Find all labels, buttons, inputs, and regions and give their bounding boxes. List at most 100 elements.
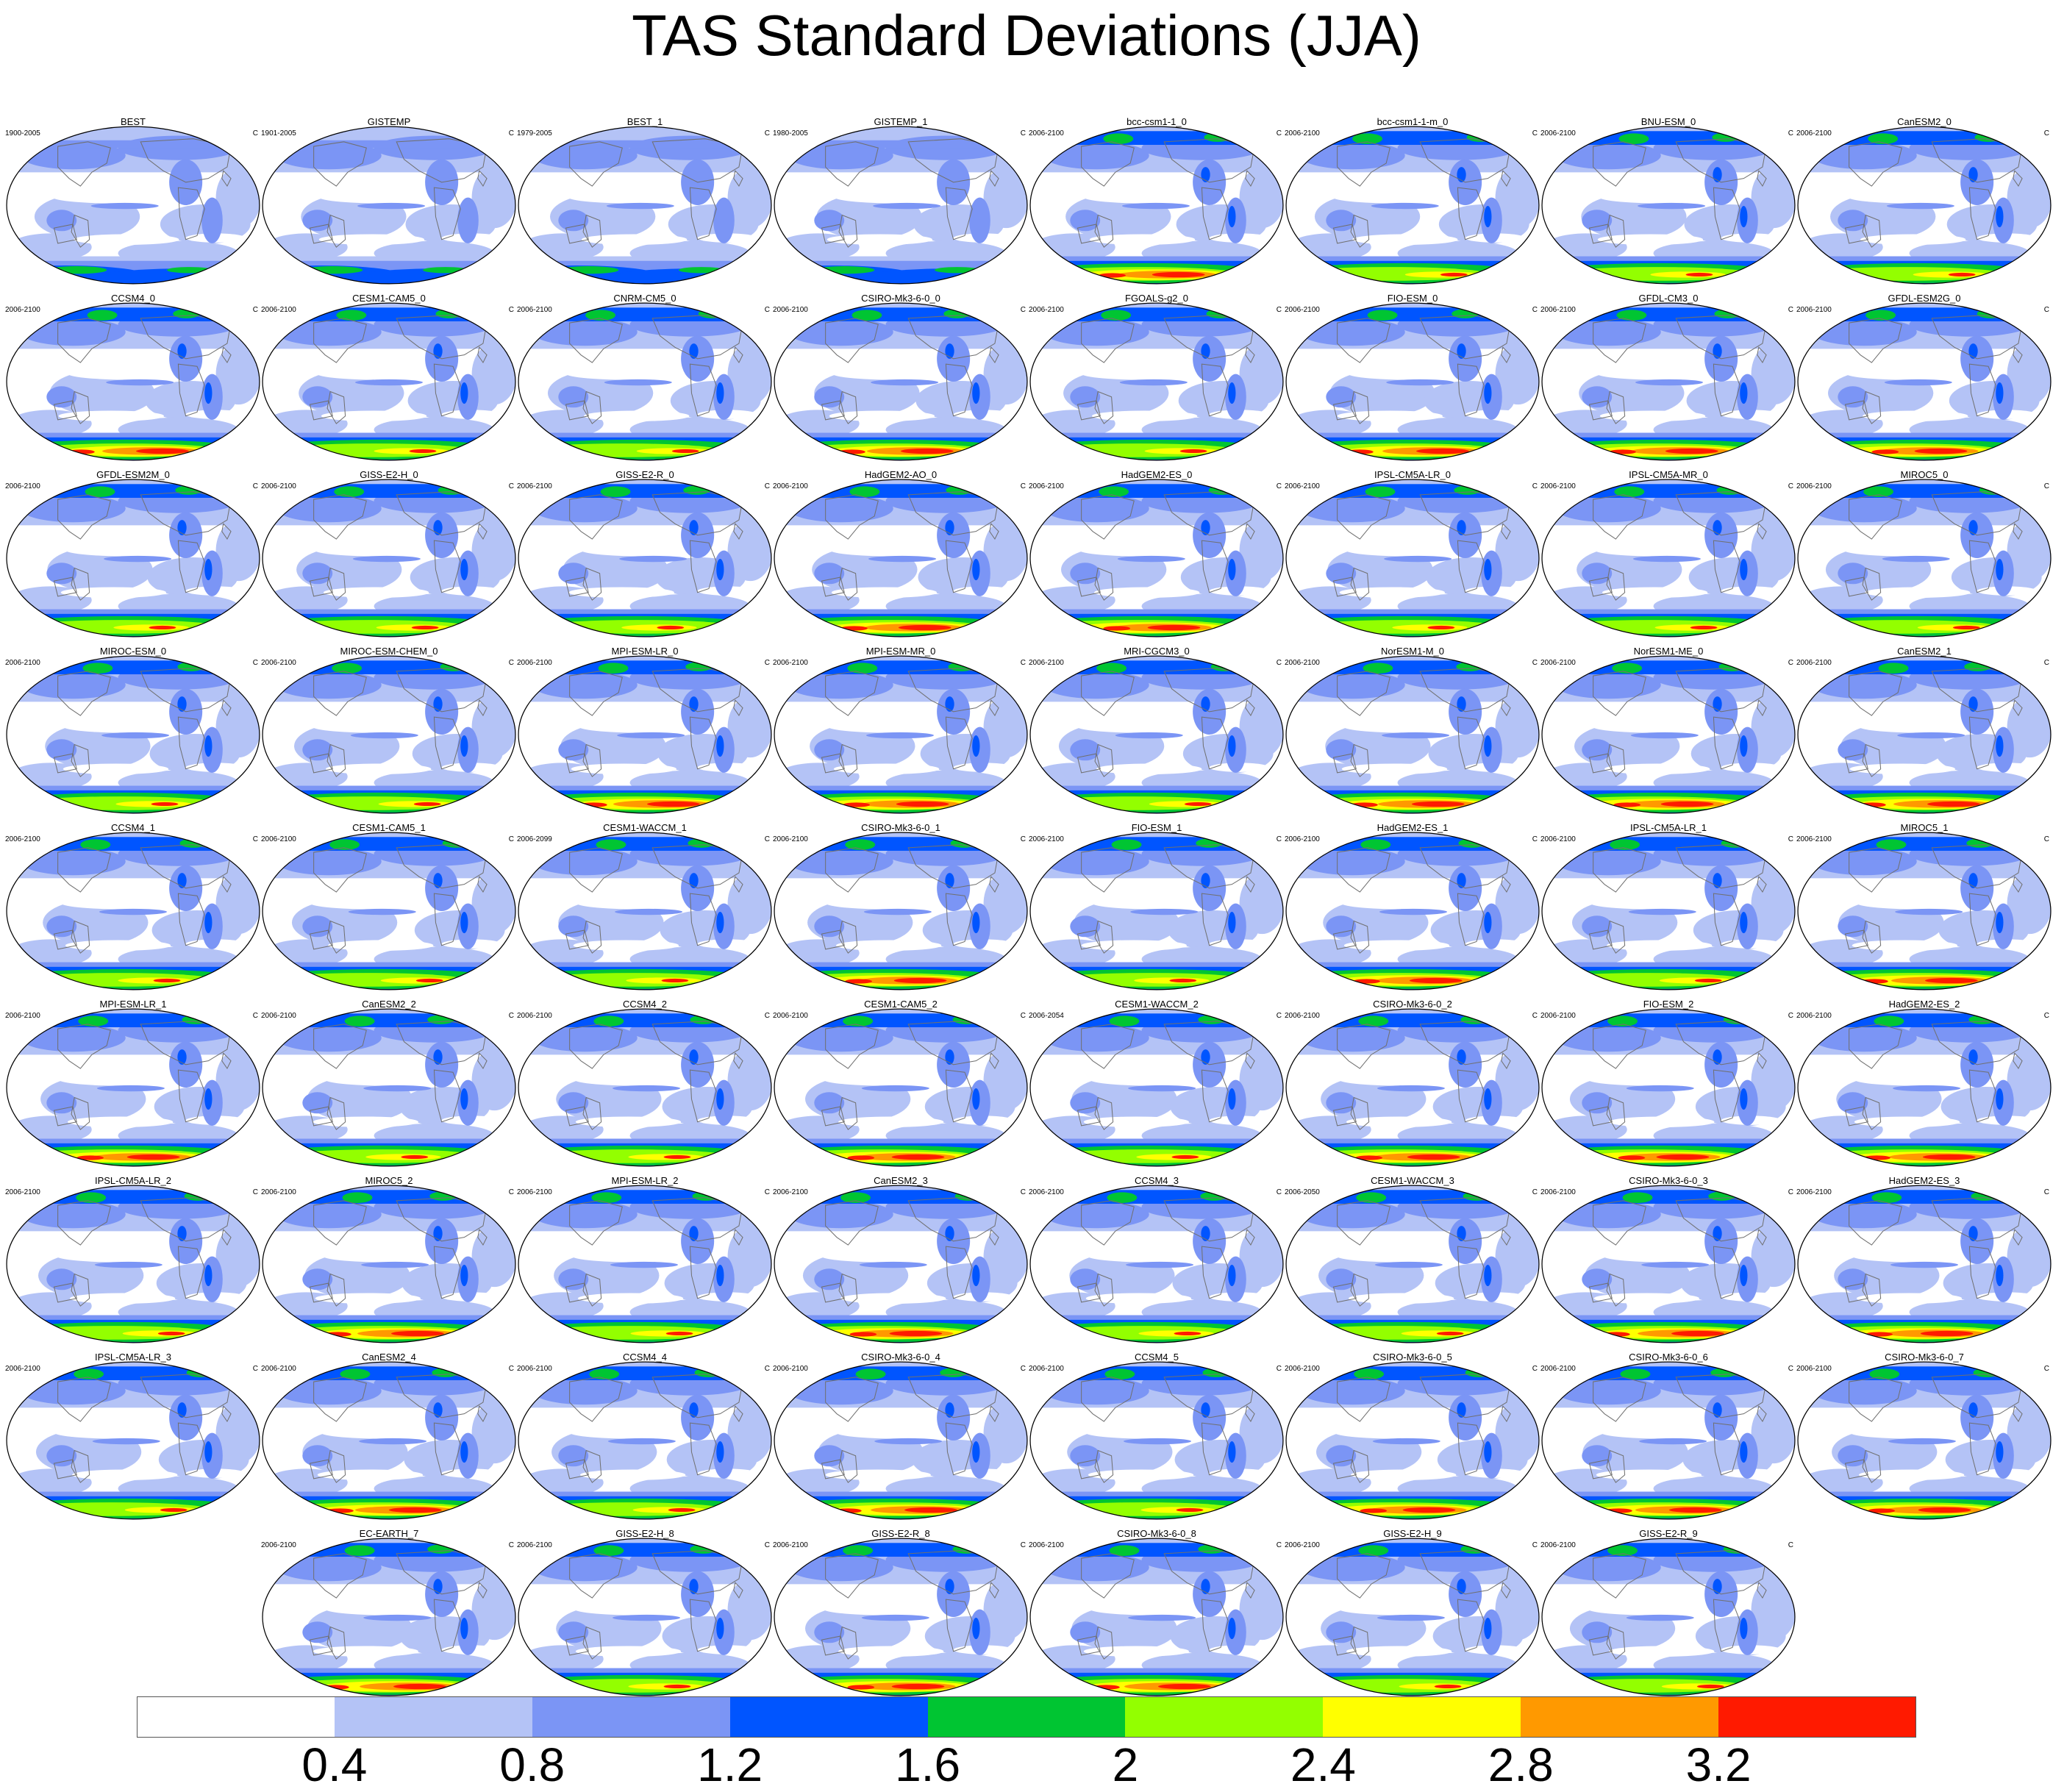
- variance-patch: [1201, 520, 1210, 535]
- continent-outline: [57, 1377, 111, 1422]
- continent-outline: [1593, 141, 1646, 187]
- continent-outline: [838, 743, 858, 777]
- continent-outline: [1337, 1377, 1390, 1422]
- continent-outline: [1332, 929, 1357, 950]
- map-border: [1029, 1538, 1284, 1696]
- continent-outline: [733, 1229, 743, 1246]
- antarctic-patch: [663, 1684, 691, 1689]
- variance-patch: [204, 1088, 213, 1110]
- continent-outline: [433, 1599, 461, 1652]
- low-variance-streak: [328, 940, 434, 951]
- continent-outline: [309, 1459, 333, 1479]
- world-map: [774, 655, 1028, 814]
- arctic-patch: [1721, 838, 1749, 848]
- continent-outline: [1245, 699, 1255, 717]
- panel-period: 2006-2054: [1029, 1012, 1064, 1020]
- variance-patch: [945, 343, 954, 359]
- panel-period: 2006-2100: [1796, 835, 1832, 843]
- continent-outline: [1849, 671, 1902, 716]
- variance-patch: [716, 912, 724, 934]
- variance-patch: [532, 1024, 638, 1052]
- panel-period: 2006-2100: [261, 659, 296, 667]
- variance-patch: [1737, 374, 1758, 420]
- variance-patch: [1043, 1553, 1149, 1582]
- continent-outline: [1849, 1024, 1902, 1069]
- continent-outline: [1094, 214, 1114, 248]
- map-border: [262, 1008, 516, 1167]
- continent-outline: [989, 1052, 999, 1070]
- variance-patch: [1326, 1092, 1357, 1114]
- variance-patch: [1495, 167, 1539, 229]
- panel-period: 2006-2100: [1029, 1188, 1064, 1196]
- northern-band: [1030, 1190, 1283, 1204]
- map-field: [7, 832, 260, 990]
- panel-period: 2006-2100: [517, 1012, 552, 1020]
- variance-patch: [1457, 1049, 1466, 1065]
- continent-outline: [582, 1626, 602, 1660]
- map-field: [263, 479, 515, 637]
- map-border: [1541, 655, 1796, 814]
- variance-patch: [689, 873, 699, 888]
- variance-patch: [1996, 206, 2004, 228]
- variance-patch: [1713, 1049, 1722, 1065]
- southern-band: [1030, 256, 1283, 261]
- continent-outline: [1862, 743, 1882, 777]
- antarctic-patch: [1436, 1331, 1464, 1336]
- arctic-patch: [1622, 1192, 1653, 1203]
- map-panel: CSIRO-Mk3-6-0_2 2006-2100 C: [1285, 999, 1540, 1168]
- arctic-patch: [87, 310, 118, 321]
- continent-outline: [1713, 1246, 1740, 1299]
- northern-band: [1542, 1013, 1795, 1027]
- northern-band: [774, 140, 1027, 149]
- continent-outline: [477, 1229, 488, 1246]
- panel-unit: C: [2043, 835, 2049, 843]
- variance-patch: [1993, 1256, 2014, 1302]
- variance-patch: [972, 1441, 980, 1463]
- continent-outline: [71, 1096, 90, 1130]
- variance-patch: [1897, 732, 1965, 739]
- variance-patch: [972, 559, 980, 581]
- variance-patch: [1751, 1579, 1795, 1641]
- arctic-patch: [175, 485, 203, 495]
- arctic-patch: [334, 486, 365, 497]
- arctic-patch: [1358, 1015, 1389, 1027]
- continent-outline: [1606, 1626, 1626, 1660]
- map-field: [1798, 479, 2051, 637]
- map-border: [774, 1185, 1028, 1343]
- continent-outline: [1094, 743, 1114, 777]
- continent-outline: [1457, 1422, 1485, 1476]
- variance-patch: [1070, 563, 1101, 585]
- world-map: [1285, 1185, 1540, 1343]
- panel-unit: C: [1788, 482, 1793, 490]
- world-map: [518, 1361, 772, 1520]
- map-field: [263, 1538, 515, 1696]
- antarctic-patch: [1920, 1330, 1974, 1337]
- panel-unit: C: [1532, 1541, 1538, 1549]
- variance-patch: [1811, 141, 1917, 170]
- panel-title: GISTEMP: [367, 116, 411, 127]
- continent-outline: [477, 1052, 488, 1070]
- variance-patch: [457, 374, 479, 420]
- continent-outline: [733, 1052, 743, 1070]
- continent-outline: [1862, 390, 1882, 424]
- continent-outline: [569, 1024, 623, 1069]
- arctic-patch: [1356, 1192, 1387, 1203]
- variance-patch: [1495, 1049, 1539, 1111]
- arctic-patch: [1966, 838, 1994, 848]
- variance-patch: [2007, 167, 2051, 229]
- variance-patch: [1225, 1609, 1246, 1655]
- continent-outline: [565, 1106, 589, 1127]
- variance-patch: [1225, 727, 1246, 773]
- panel-title: MIROC5_0: [1900, 469, 1949, 480]
- antarctic-patch: [411, 625, 439, 630]
- continent-outline: [689, 540, 717, 593]
- southern-band: [1286, 432, 1539, 438]
- southern-band: [518, 962, 771, 967]
- antarctic-patch: [151, 802, 179, 807]
- variance-patch: [302, 563, 333, 585]
- map-border: [1029, 1008, 1284, 1167]
- northern-band: [518, 484, 771, 498]
- map-panel: FIO-ESM_2 2006-2100 C: [1540, 999, 1796, 1168]
- panel-title: HadGEM2-ES_0: [1121, 469, 1193, 480]
- variance-patch: [1070, 386, 1101, 408]
